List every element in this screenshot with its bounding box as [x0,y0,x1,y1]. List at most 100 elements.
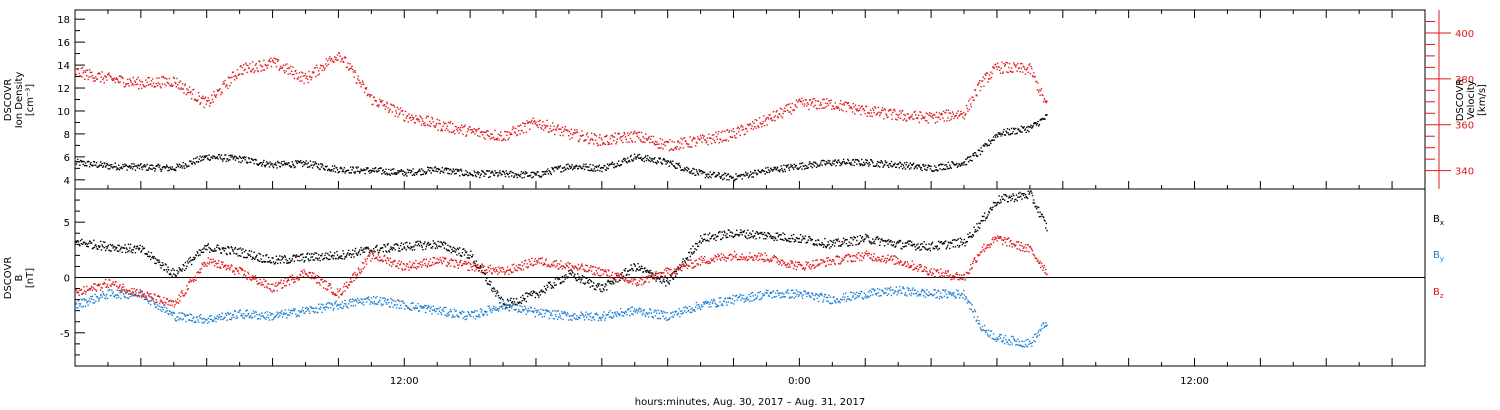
b-bx-point [323,257,325,260]
b-by-point [489,310,491,312]
b-bx-point [935,245,937,247]
b-by-point [486,311,488,313]
b-bx-point [828,243,830,246]
velocity-point [1008,63,1011,65]
b-by-point [159,302,161,305]
density-point [304,163,307,165]
b-bx-point [129,243,132,246]
velocity-point [652,141,654,143]
density-point [388,173,391,175]
velocity-point [1032,76,1034,78]
velocity-point [1020,67,1023,69]
b-by-point [352,298,354,300]
b-by-point [198,315,200,317]
b-bx-point [242,248,244,250]
velocity-point [467,128,469,130]
density-point [692,167,694,170]
velocity-point [388,109,391,112]
b-bx-point [427,242,429,245]
velocity-point [88,69,91,71]
velocity-point [325,58,327,60]
velocity-point [476,129,478,131]
b-bx-point [428,244,430,246]
b-bx-point [784,237,786,240]
density-point [647,155,649,157]
density-point [88,166,91,168]
b-bx-point [558,278,561,280]
density-point [673,165,675,167]
velocity-point [923,117,925,119]
density-point [607,167,609,170]
velocity-point [818,107,820,110]
b-bx-point [520,302,523,305]
b-bx-point [856,235,859,238]
b-bx-point [906,241,909,243]
density-point [548,170,550,172]
b-by-point [221,312,223,314]
velocity-point [859,107,861,109]
density-point [196,156,198,158]
b-bx-point [177,271,180,273]
density-point [537,171,539,173]
velocity-point [698,138,700,140]
density-point [1011,132,1013,135]
b-by-point [106,293,108,296]
b-bx-point [536,293,539,295]
velocity-point [1029,73,1032,75]
b-bx-point [286,260,289,262]
velocity-point [436,122,438,125]
velocity-point [688,143,690,145]
b-by-point [102,293,105,295]
b-bx-point [638,266,641,268]
velocity-point [179,88,181,90]
b-bx-point [419,240,421,243]
density-point [468,174,470,176]
density-point [81,160,83,162]
b-bx-point [737,234,739,236]
b-bx-point [644,267,646,269]
b-bx-point [251,258,253,260]
b-bx-point [450,252,452,254]
density-point [831,162,834,164]
b-by-point [495,309,498,311]
velocity-point [570,128,573,130]
b-bx-point [672,278,675,280]
b-by-point [135,292,137,294]
velocity-point [388,111,390,113]
density-point [753,172,755,174]
velocity-point [888,110,890,112]
b-by-point [168,313,170,316]
density-point [1006,131,1008,134]
density-point [893,164,895,166]
b-bx-point [916,247,918,250]
density-point [439,172,441,174]
b-bx-point [756,232,759,234]
density-point [804,164,807,167]
velocity-point [817,100,820,102]
b-by-point [443,306,446,309]
velocity-point [869,115,871,117]
b-by-point [474,310,476,312]
velocity-point [517,125,519,127]
velocity-point [298,72,300,74]
b-bx-point [577,273,579,275]
b-by-point [447,312,450,314]
b-by-point [413,308,416,310]
density-point [967,161,970,163]
velocity-point [576,129,578,131]
density-point [170,167,172,170]
velocity-point [270,57,272,59]
density-point [482,171,484,173]
velocity-point [829,102,832,104]
density-point [523,176,525,179]
b-by-point [392,306,394,308]
b-bx-point [807,239,809,241]
density-point [633,158,635,160]
density-point [261,163,264,165]
b-bx-point [850,242,852,245]
density-point [867,163,869,165]
b-by-point [452,316,455,318]
velocity-point [184,83,187,85]
b-by-point [292,309,294,312]
velocity-point [398,114,400,116]
